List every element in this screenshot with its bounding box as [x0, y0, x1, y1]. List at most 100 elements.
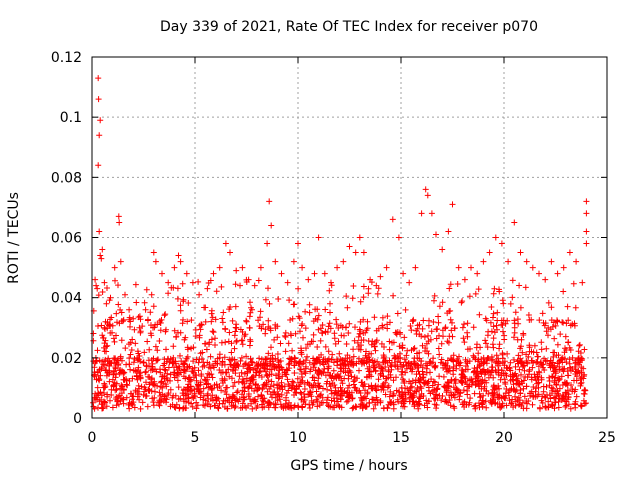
data-point	[185, 300, 192, 306]
data-point	[209, 314, 216, 321]
data-point	[179, 280, 186, 287]
data-point	[176, 365, 183, 372]
data-point	[538, 374, 545, 381]
data-point	[286, 355, 293, 362]
data-point	[143, 286, 150, 293]
data-point	[272, 355, 279, 362]
data-point	[231, 379, 238, 386]
data-point	[355, 333, 362, 340]
data-point	[479, 376, 486, 383]
data-point	[201, 340, 208, 347]
data-point	[536, 317, 543, 324]
data-point	[374, 290, 381, 297]
data-point	[102, 367, 109, 374]
data-point	[251, 388, 258, 394]
data-point	[343, 398, 350, 405]
data-point	[265, 317, 272, 324]
data-point	[150, 303, 157, 310]
data-point	[257, 308, 264, 315]
data-point	[243, 404, 250, 411]
data-point	[177, 307, 184, 314]
data-point	[319, 322, 326, 328]
data-point	[115, 213, 122, 220]
data-point	[293, 359, 300, 366]
data-point	[499, 350, 506, 357]
data-point	[564, 372, 571, 379]
data-point	[208, 336, 215, 343]
data-point	[385, 368, 392, 375]
data-point	[195, 383, 202, 389]
data-point	[553, 381, 560, 388]
data-point	[256, 372, 262, 379]
data-point	[395, 366, 401, 372]
data-point	[439, 393, 446, 399]
data-point	[576, 341, 583, 348]
data-point	[233, 267, 240, 274]
data-point	[425, 398, 432, 405]
data-point	[362, 387, 368, 394]
data-point	[164, 377, 171, 384]
data-point	[121, 369, 128, 376]
data-point	[490, 314, 496, 321]
data-point	[521, 367, 528, 374]
data-point	[423, 340, 430, 347]
data-point	[360, 249, 367, 256]
data-point	[282, 329, 289, 336]
data-point	[191, 364, 198, 371]
data-point	[314, 344, 321, 350]
data-point	[108, 314, 115, 321]
data-point	[415, 368, 422, 375]
data-point	[567, 364, 573, 371]
data-point	[425, 332, 431, 339]
data-point	[277, 340, 284, 347]
data-point	[352, 404, 359, 411]
data-point	[219, 375, 226, 382]
data-point	[117, 366, 124, 373]
data-point	[494, 401, 501, 407]
data-point	[163, 326, 169, 333]
data-point	[247, 299, 253, 306]
data-point	[562, 345, 568, 352]
data-point	[98, 392, 105, 399]
data-point	[407, 365, 414, 372]
data-point	[115, 282, 121, 289]
data-point	[150, 381, 156, 388]
data-point	[550, 349, 557, 356]
data-point	[336, 403, 343, 410]
data-point	[129, 401, 136, 408]
data-point	[334, 362, 341, 369]
data-point	[335, 325, 342, 331]
data-point	[431, 363, 438, 370]
data-point	[379, 382, 386, 389]
data-point	[378, 340, 385, 347]
data-point	[540, 388, 547, 395]
data-point	[438, 340, 445, 347]
data-point	[118, 337, 125, 344]
data-point	[395, 355, 402, 362]
data-point	[490, 382, 497, 389]
data-point	[554, 318, 561, 325]
data-point	[248, 374, 255, 381]
data-point	[551, 377, 558, 384]
data-point	[295, 240, 301, 247]
data-point	[436, 373, 443, 380]
data-point	[497, 376, 504, 383]
data-point	[363, 327, 370, 334]
data-point	[450, 367, 457, 374]
data-point	[208, 318, 215, 325]
data-point	[205, 401, 212, 408]
data-point	[512, 363, 519, 370]
data-point	[417, 383, 424, 390]
data-point	[515, 352, 522, 359]
data-point	[328, 282, 335, 289]
data-point	[179, 390, 186, 397]
data-point	[321, 270, 328, 277]
data-point	[389, 216, 396, 223]
data-point	[346, 354, 353, 361]
data-point	[512, 309, 519, 316]
data-point	[518, 371, 524, 378]
data-point	[569, 386, 576, 392]
data-point	[413, 399, 420, 406]
data-point	[535, 363, 542, 370]
data-point	[270, 382, 277, 389]
